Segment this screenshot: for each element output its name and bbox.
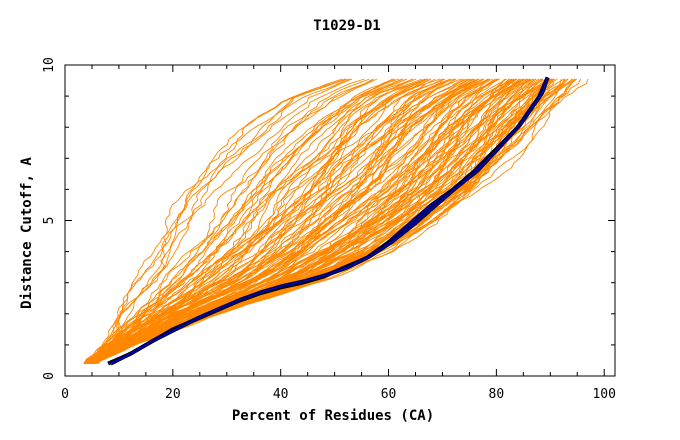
x-tick-label: 80 — [489, 387, 505, 402]
x-tick-label: 0 — [61, 387, 69, 402]
chart-title: T1029-D1 — [313, 18, 380, 34]
x-tick-label: 20 — [165, 387, 181, 402]
model-curve — [93, 78, 555, 365]
model-curve — [92, 78, 455, 364]
model-curve — [95, 78, 346, 364]
x-axis-label: Percent of Residues (CA) — [232, 408, 434, 424]
model-curve — [84, 78, 374, 364]
model-curve — [97, 78, 393, 364]
model-curve — [87, 78, 517, 364]
model-curve — [83, 78, 513, 364]
model-curve — [83, 78, 476, 364]
model-curve — [87, 78, 544, 365]
model-curve — [93, 78, 484, 364]
model-curve — [83, 78, 370, 364]
model-curve — [92, 78, 464, 364]
y-axis-label: Distance Cutoff, A — [19, 157, 35, 309]
model-curves — [83, 78, 589, 365]
model-curve — [88, 78, 404, 364]
model-curve — [84, 78, 471, 364]
highlighted-model-curve — [110, 77, 549, 365]
model-curve — [83, 78, 443, 364]
model-curve — [97, 78, 352, 364]
model-curve — [93, 78, 500, 364]
model-curve — [96, 78, 365, 364]
model-curve — [97, 78, 408, 364]
model-curve — [94, 78, 403, 364]
model-curve — [93, 78, 469, 364]
model-curve — [89, 78, 427, 364]
model-curve — [83, 78, 396, 364]
y-tick-label: 0 — [42, 372, 57, 380]
y-tick-label: 10 — [42, 57, 57, 73]
x-tick-label: 40 — [273, 387, 289, 402]
model-curve — [87, 78, 413, 364]
y-tick-label: 5 — [42, 217, 57, 225]
model-curve — [83, 78, 479, 364]
x-tick-label: 100 — [592, 387, 615, 402]
model-curve — [88, 78, 417, 364]
model-curve — [87, 78, 484, 364]
x-tick-label: 60 — [381, 387, 397, 402]
highlighted-model-curves — [107, 76, 550, 366]
axis-ticks: 0 20 40 60 80 100 0 5 10 — [42, 57, 616, 402]
